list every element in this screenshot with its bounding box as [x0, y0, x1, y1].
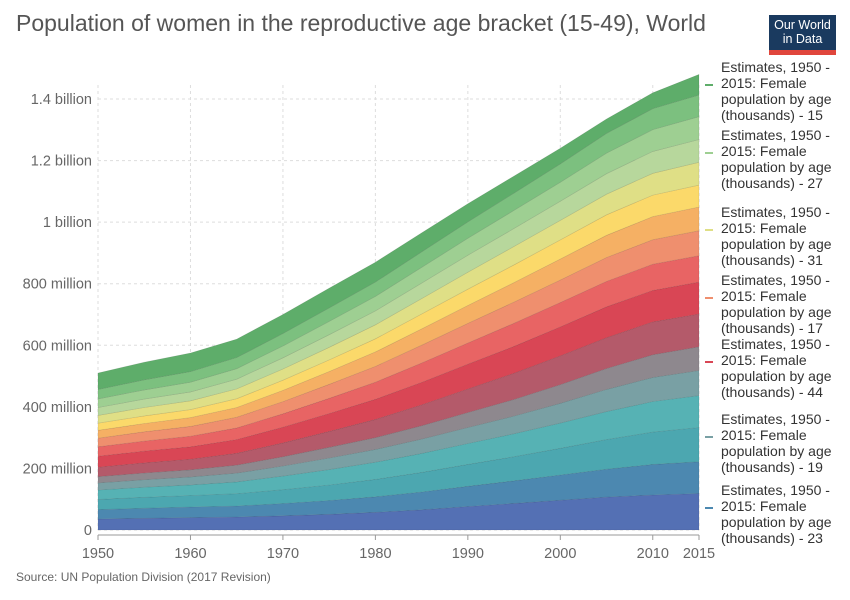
legend-swatch-3 [705, 297, 713, 299]
legend-label-6: Estimates, 1950 -2015: Female population … [721, 482, 832, 546]
source-note: Source: UN Population Division (2017 Rev… [16, 570, 271, 584]
x-tick-label-3: 1980 [359, 546, 391, 562]
area-band-8[interactable] [97, 255, 700, 457]
legend-swatch-4 [705, 361, 713, 363]
area-band-6[interactable] [97, 313, 700, 477]
area-series [97, 73, 700, 531]
x-tick-label-7: 2015 [683, 546, 715, 562]
x-tick-label-6: 2010 [637, 546, 669, 562]
y-tick-label-5: 1 billion [43, 215, 92, 231]
legend-item-6[interactable]: Estimates, 1950 -2015: Female population … [705, 482, 832, 546]
chart-title: Population of women in the reproductive … [16, 10, 706, 36]
legend-swatch-0 [705, 84, 713, 86]
y-tick-label-0: 0 [84, 523, 92, 539]
legend-swatch-6 [705, 507, 713, 509]
area-band-2[interactable] [97, 427, 700, 510]
logo-line-2: in Data [782, 32, 823, 46]
x-tick-label-2: 1970 [267, 546, 299, 562]
legend-swatch-2 [705, 229, 713, 231]
y-tick-label-2: 400 million [23, 400, 92, 416]
area-band-9[interactable] [97, 230, 700, 448]
legend-swatch-5 [705, 436, 713, 438]
y-tick-label-4: 800 million [23, 277, 92, 293]
x-tick-label-0: 1950 [82, 546, 114, 562]
area-band-14[interactable] [97, 116, 700, 408]
legend-swatch-1 [705, 152, 713, 154]
legend: Estimates, 1950 -2015: Female population … [705, 59, 832, 546]
legend-label-5: Estimates, 1950 -2015: Female population … [721, 411, 832, 475]
legend-label-2: Estimates, 1950 -2015: Female population … [721, 204, 832, 268]
legend-item-4[interactable]: Estimates, 1950 -2015: Female population … [705, 336, 832, 400]
legend-label-1: Estimates, 1950 -2015: Female population … [721, 127, 832, 191]
legend-item-2[interactable]: Estimates, 1950 -2015: Female population … [705, 204, 832, 268]
x-tick-label-4: 1990 [452, 546, 484, 562]
owid-logo[interactable]: Our World in Data [769, 15, 836, 55]
legend-label-3: Estimates, 1950 -2015: Female population … [721, 272, 832, 336]
x-tick-label-1: 1960 [174, 546, 206, 562]
y-axis-ticks: 0 200 million 400 million 600 million 800 mi… [23, 92, 92, 539]
logo-line-1: Our World [774, 18, 831, 32]
y-tick-label-3: 600 million [23, 338, 92, 354]
area-band-7[interactable] [97, 281, 700, 468]
x-tick-label-5: 2000 [544, 546, 576, 562]
legend-item-5[interactable]: Estimates, 1950 -2015: Female population … [705, 411, 832, 475]
y-tick-label-1: 200 million [23, 461, 92, 477]
legend-label-0: Estimates, 1950 -2015: Female population … [721, 59, 832, 123]
x-axis-ticks: 1950 1960 1970 1980 1990 2000 2010 2015 [82, 534, 715, 562]
legend-item-1[interactable]: Estimates, 1950 -2015: Female population … [705, 127, 832, 191]
legend-item-0[interactable]: Estimates, 1950 -2015: Female population … [705, 59, 832, 123]
logo-accent-bar [769, 50, 836, 55]
y-tick-label-6: 1.2 billion [31, 154, 92, 170]
y-tick-label-7: 1.4 billion [31, 92, 92, 108]
area-band-16[interactable] [97, 73, 700, 390]
legend-label-4: Estimates, 1950 -2015: Female population … [721, 336, 832, 400]
legend-item-3[interactable]: Estimates, 1950 -2015: Female population … [705, 272, 832, 336]
